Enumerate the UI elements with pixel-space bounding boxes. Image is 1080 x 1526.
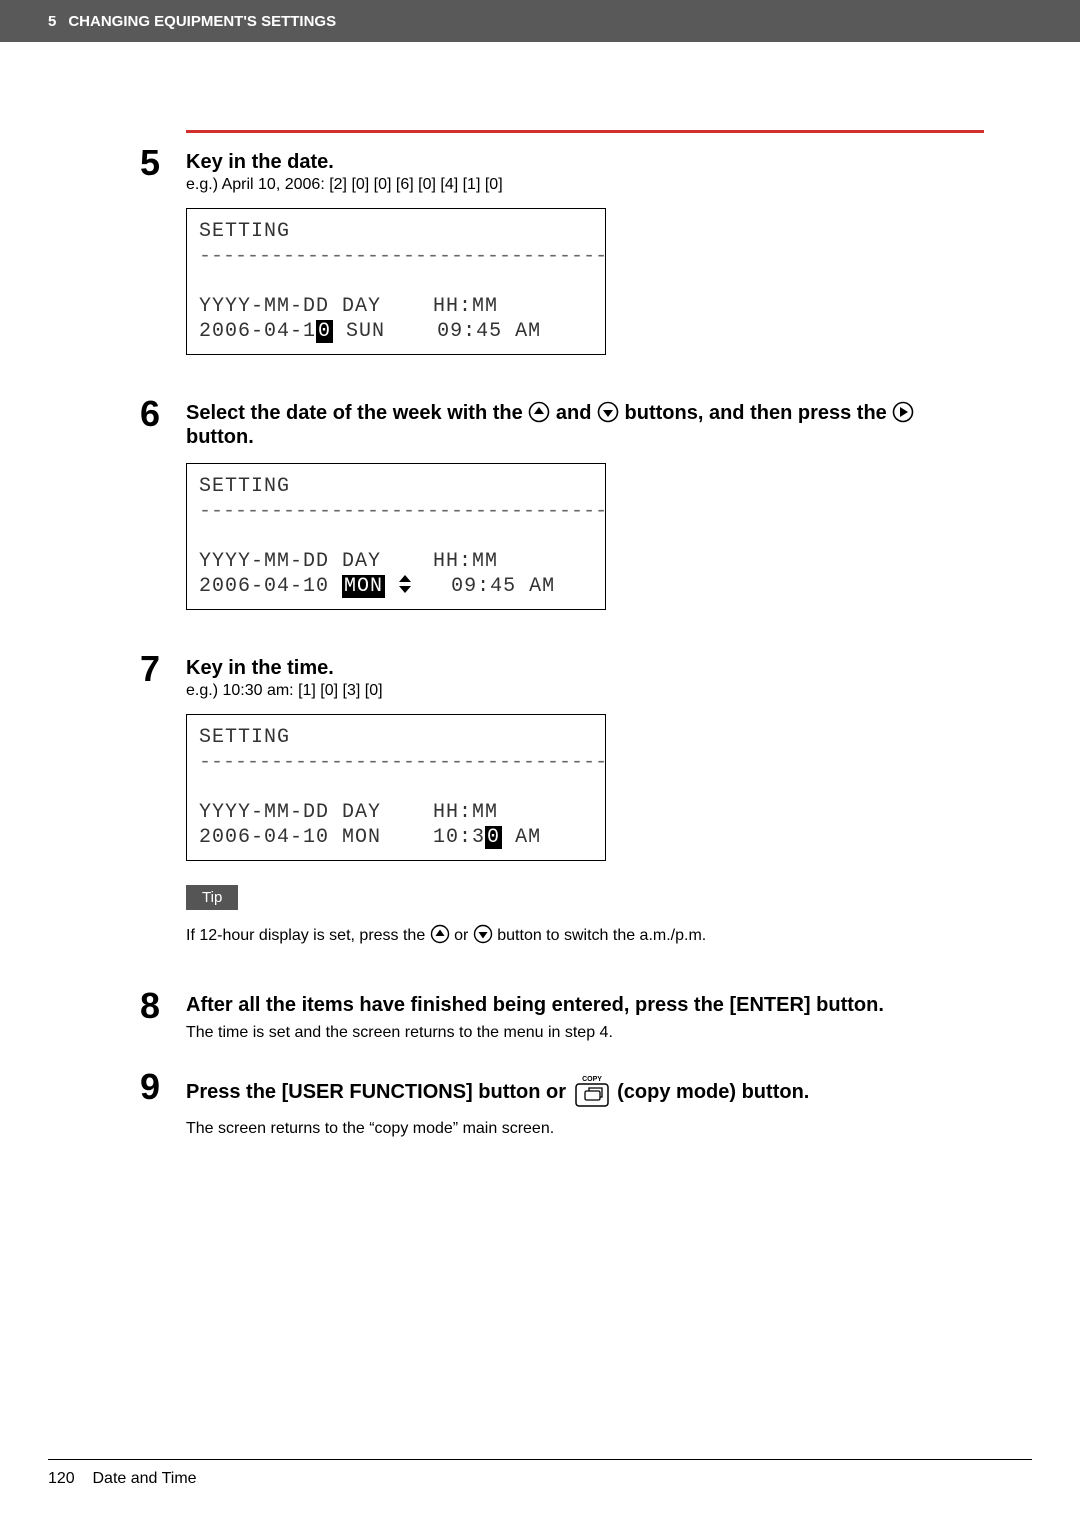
- lcd-display: SETTING --------------------------------…: [186, 208, 606, 355]
- step-number: 8: [140, 985, 160, 1027]
- lcd-line2a: 2006-04-10 MON 10:3: [199, 826, 485, 849]
- step-title: Key in the time.: [186, 656, 986, 680]
- step-title: Select the date of the week with the and…: [186, 401, 986, 449]
- step-title-part-d: button.: [186, 426, 254, 448]
- tip-text: If 12-hour display is set, press the or …: [186, 924, 986, 947]
- lcd-highlight: MON: [342, 575, 385, 598]
- step-example: e.g.) April 10, 2006: [2] [0] [0] [6] [0…: [186, 176, 986, 194]
- page-content: 5 Key in the date. e.g.) April 10, 2006:…: [186, 150, 986, 1186]
- step-body: The screen returns to the “copy mode” ma…: [186, 1118, 986, 1140]
- step-title-part-b: and: [556, 402, 597, 424]
- step-6: 6 Select the date of the week with the a…: [186, 401, 986, 610]
- up-arrow-icon: [528, 401, 550, 423]
- tip-part-a: If 12-hour display is set, press the: [186, 927, 430, 944]
- lcd-divider: ----------------------------------: [199, 751, 607, 774]
- footer-section: Date and Time: [92, 1470, 196, 1487]
- red-divider: [186, 130, 984, 133]
- lcd-line2b: SUN 09:45 AM: [333, 320, 541, 343]
- step-title-part-a: Select the date of the week with the: [186, 402, 528, 424]
- tip-part-b: or: [454, 927, 473, 944]
- page-number: 120: [48, 1470, 75, 1487]
- tip-label: Tip: [186, 885, 238, 910]
- lcd-cursor: 0: [316, 320, 333, 343]
- step-title: Press the [USER FUNCTIONS] button or COP…: [186, 1074, 986, 1114]
- step-number: 6: [140, 393, 160, 435]
- copy-label: COPY: [582, 1076, 602, 1083]
- chapter-header: 5 CHANGING EQUIPMENT'S SETTINGS: [0, 0, 1080, 42]
- lcd-title: SETTING: [199, 220, 290, 243]
- chapter-title: CHANGING EQUIPMENT'S SETTINGS: [68, 13, 336, 30]
- lcd-line2a: 2006-04-1: [199, 320, 316, 343]
- step-body: The time is set and the screen returns t…: [186, 1022, 986, 1044]
- lcd-divider: ----------------------------------: [199, 245, 607, 268]
- step-title: After all the items have finished being …: [186, 993, 986, 1018]
- down-arrow-icon: [473, 924, 493, 944]
- lcd-cursor: 0: [485, 826, 502, 849]
- lcd-line1: YYYY-MM-DD DAY HH:MM: [199, 295, 498, 318]
- copy-mode-button-icon: COPY: [572, 1074, 612, 1114]
- tip-part-c: button to switch the a.m./p.m.: [497, 927, 706, 944]
- step-5: 5 Key in the date. e.g.) April 10, 2006:…: [186, 150, 986, 355]
- lcd-divider: ----------------------------------: [199, 500, 607, 523]
- chapter-number: 5: [48, 13, 56, 30]
- lcd-line2a: 2006-04-10: [199, 575, 342, 598]
- step-example: e.g.) 10:30 am: [1] [0] [3] [0]: [186, 682, 986, 700]
- step-number: 5: [140, 142, 160, 184]
- lcd-line2b: 09:45 AM: [412, 575, 555, 598]
- up-arrow-icon: [430, 924, 450, 944]
- down-arrow-icon: [597, 401, 619, 423]
- lcd-line1: YYYY-MM-DD DAY HH:MM: [199, 550, 498, 573]
- step-number: 9: [140, 1066, 160, 1108]
- footer-rule: [48, 1459, 1032, 1460]
- step-title-part-b: (copy mode) button.: [617, 1081, 809, 1103]
- step-title-part-c: buttons, and then press the: [625, 402, 893, 424]
- lcd-title: SETTING: [199, 726, 290, 749]
- lcd-display: SETTING --------------------------------…: [186, 463, 606, 610]
- lcd-display: SETTING --------------------------------…: [186, 714, 606, 861]
- step-9: 9 Press the [USER FUNCTIONS] button or C…: [186, 1074, 986, 1140]
- play-arrow-icon: [892, 401, 914, 423]
- step-number: 7: [140, 648, 160, 690]
- step-title-part-a: Press the [USER FUNCTIONS] button or: [186, 1081, 572, 1103]
- step-8: 8 After all the items have finished bein…: [186, 993, 986, 1044]
- lcd-line1: YYYY-MM-DD DAY HH:MM: [199, 801, 498, 824]
- step-7: 7 Key in the time. e.g.) 10:30 am: [1] […: [186, 656, 986, 947]
- footer: 120 Date and Time: [48, 1470, 197, 1488]
- lcd-title: SETTING: [199, 475, 290, 498]
- step-title: Key in the date.: [186, 150, 986, 174]
- lcd-line2b: AM: [502, 826, 541, 849]
- updown-indicator-icon: [398, 575, 412, 593]
